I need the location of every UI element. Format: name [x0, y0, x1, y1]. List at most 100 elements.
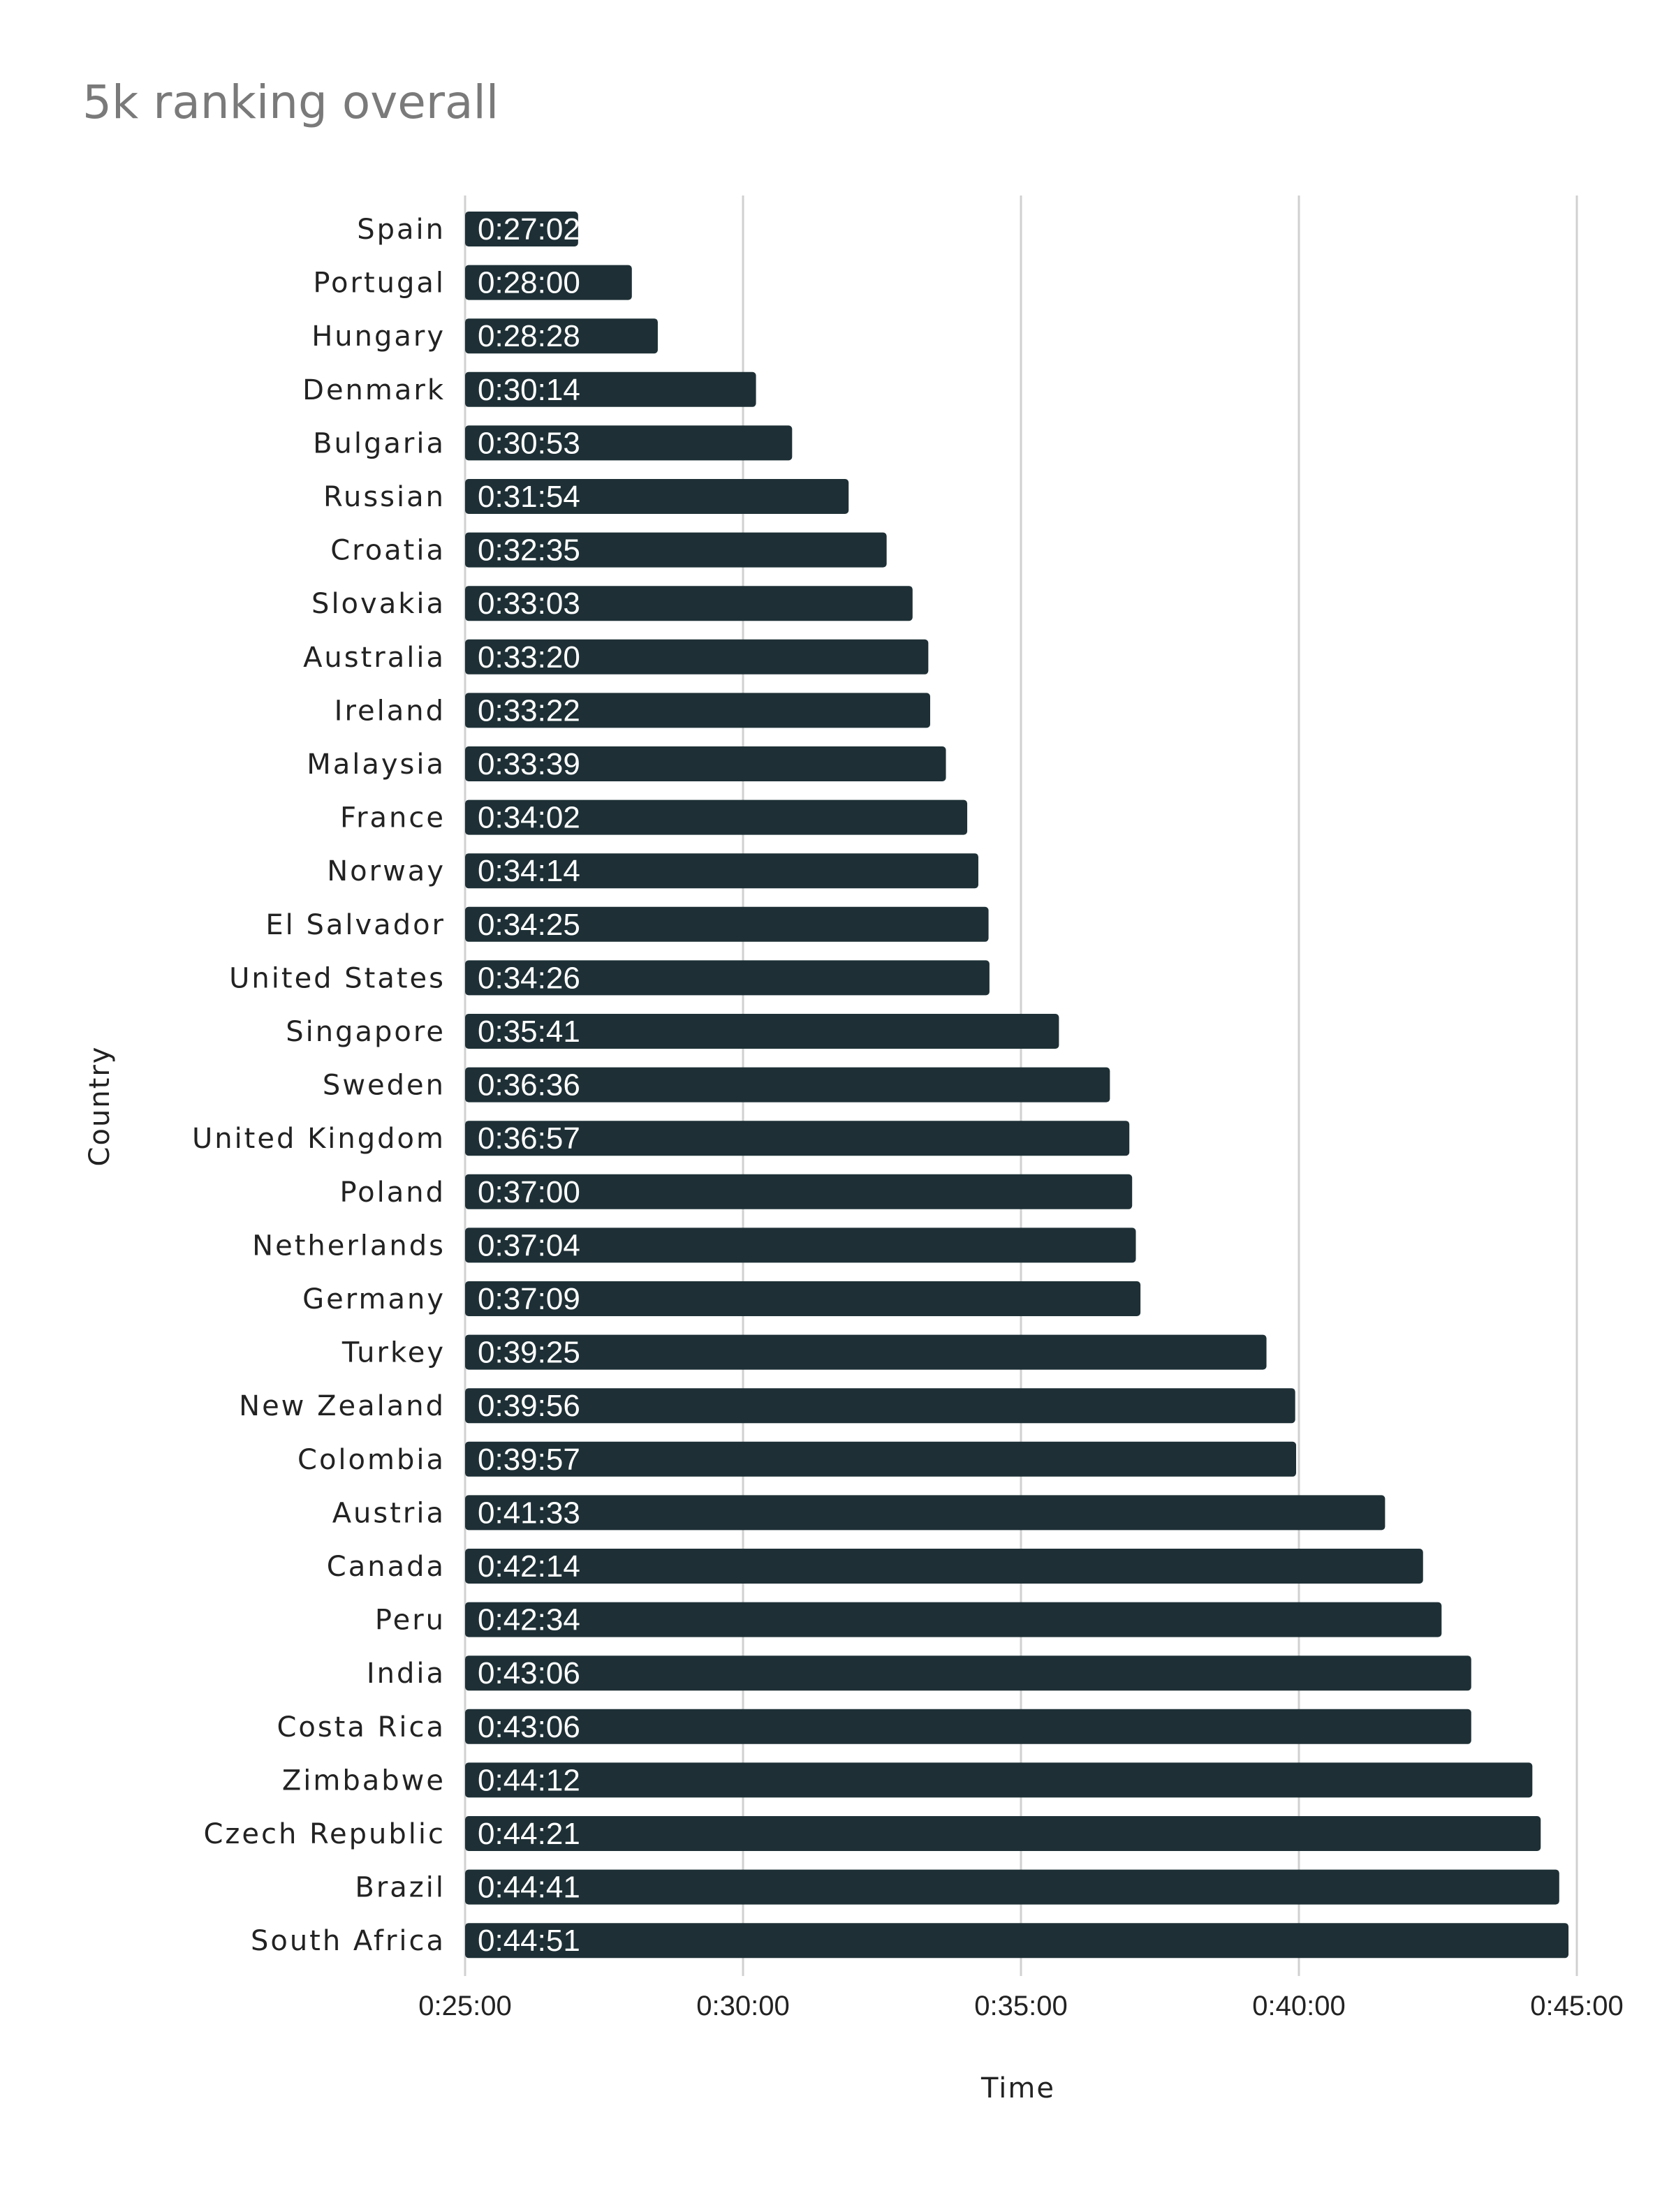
x-tick-label: 0:45:00: [1530, 1991, 1623, 2021]
category-label: Turkey: [341, 1337, 446, 1369]
chart-title: 5k ranking overall: [82, 75, 499, 129]
category-label: India: [367, 1658, 446, 1690]
bar: [465, 799, 968, 835]
bar: [465, 1441, 1297, 1477]
bar-value-label: 0:39:57: [478, 1443, 580, 1477]
bar-value-label: 0:37:00: [478, 1175, 580, 1209]
bar-value-label: 0:30:53: [478, 426, 580, 460]
category-label: Hungary: [311, 320, 446, 353]
category-label: Spain: [357, 214, 446, 246]
bar: [465, 1121, 1130, 1156]
category-label: Malaysia: [307, 749, 446, 781]
bar-value-label: 0:42:14: [478, 1549, 580, 1584]
bar: [465, 746, 946, 781]
bar: [465, 1869, 1559, 1905]
category-label: Norway: [327, 855, 446, 887]
category-label: Singapore: [286, 1016, 446, 1048]
bar: [465, 960, 990, 996]
bar-value-label: 0:43:06: [478, 1710, 580, 1744]
x-axis-title: Time: [980, 2072, 1055, 2104]
bar: [465, 371, 756, 407]
bar-value-label: 0:28:28: [478, 319, 580, 353]
category-label: United Kingdom: [192, 1123, 446, 1155]
bar-value-label: 0:31:54: [478, 480, 580, 514]
bar: [465, 1816, 1541, 1851]
category-label: Canada: [327, 1551, 446, 1583]
bar-value-label: 0:44:51: [478, 1924, 580, 1958]
bar: [465, 1549, 1423, 1584]
category-label: Bulgaria: [313, 427, 446, 459]
bar: [465, 1227, 1136, 1263]
bar: [465, 1656, 1471, 1691]
x-tick-label: 0:30:00: [696, 1991, 789, 2021]
bar-value-label: 0:34:02: [478, 801, 580, 835]
bar: [465, 1495, 1385, 1531]
category-label: South Africa: [251, 1925, 446, 1957]
bar-value-label: 0:34:26: [478, 961, 580, 995]
category-label: Netherlands: [252, 1230, 446, 1262]
category-label: Czech Republic: [203, 1818, 446, 1850]
bar: [465, 212, 578, 246]
bar-value-label: 0:33:03: [478, 587, 580, 621]
bar: [465, 1388, 1295, 1424]
category-label: Peru: [375, 1605, 446, 1637]
category-label: Croatia: [330, 535, 446, 567]
bar: [465, 265, 632, 300]
bar: [465, 1334, 1267, 1370]
bar: [465, 639, 929, 674]
x-tick-labels: 0:25:00 0:30:00 0:35:00 0:40:00 0:45:00: [418, 1991, 1623, 2021]
bar-value-label: 0:33:39: [478, 747, 580, 781]
category-label: Poland: [339, 1177, 446, 1209]
bar: [465, 532, 887, 568]
bar: [465, 1923, 1569, 1959]
bar: [465, 1602, 1442, 1637]
bar: [465, 906, 989, 942]
category-label: Slovakia: [311, 588, 446, 620]
x-tick-label: 0:35:00: [974, 1991, 1067, 2021]
bar: [465, 425, 793, 461]
category-label: Denmark: [302, 374, 446, 406]
bar: [465, 1709, 1471, 1744]
category-label: Portugal: [313, 267, 446, 300]
bar-value-label: 0:37:04: [478, 1228, 580, 1262]
bar: [465, 1014, 1059, 1049]
bar-value-label: 0:42:34: [478, 1603, 580, 1637]
category-label: Zimbabwe: [282, 1764, 446, 1797]
x-tick-label: 0:40:00: [1252, 1991, 1345, 2021]
category-labels: Spain Portugal Hungary Denmark Bulgaria Russi…: [192, 214, 446, 1957]
bar-value-label: 0:36:36: [478, 1068, 580, 1103]
bar-value-label: 0:27:02: [478, 212, 580, 246]
bar-value-label: 0:33:22: [478, 693, 580, 728]
bar-value-label: 0:44:12: [478, 1763, 580, 1797]
bar-value-label: 0:37:09: [478, 1282, 580, 1316]
category-label: Colombia: [297, 1444, 446, 1476]
category-label: Sweden: [323, 1070, 446, 1102]
bar-value-label: 0:41:33: [478, 1496, 580, 1530]
bar: [465, 318, 658, 354]
bar: [465, 586, 913, 621]
bar-value-label: 0:39:56: [478, 1389, 580, 1423]
bar: [465, 479, 849, 514]
category-label: New Zealand: [239, 1390, 446, 1422]
category-label: France: [340, 802, 446, 834]
bar-value-label: 0:35:41: [478, 1015, 580, 1049]
category-label: Brazil: [355, 1872, 446, 1904]
bar-value-label: 0:30:14: [478, 373, 580, 407]
bar-value-label: 0:34:25: [478, 908, 580, 942]
bar: [465, 1762, 1533, 1798]
bars: 0:27:02 0:28:00 0:28:28 0:30:14 0:30:53 0:31:…: [465, 212, 1569, 1959]
bar-value-label: 0:33:20: [478, 640, 580, 674]
category-label: Austria: [332, 1497, 446, 1529]
bar-value-label: 0:44:21: [478, 1817, 580, 1851]
bar-value-label: 0:43:06: [478, 1656, 580, 1690]
category-label: Germany: [302, 1283, 446, 1315]
bar: [465, 853, 978, 889]
bar-value-label: 0:36:57: [478, 1121, 580, 1156]
bar-value-label: 0:44:41: [478, 1871, 580, 1905]
category-label: Ireland: [335, 695, 446, 727]
bar: [465, 1067, 1110, 1103]
category-label: Russian: [323, 481, 446, 513]
y-axis-title: Country: [84, 1046, 116, 1167]
bar: [465, 693, 930, 728]
